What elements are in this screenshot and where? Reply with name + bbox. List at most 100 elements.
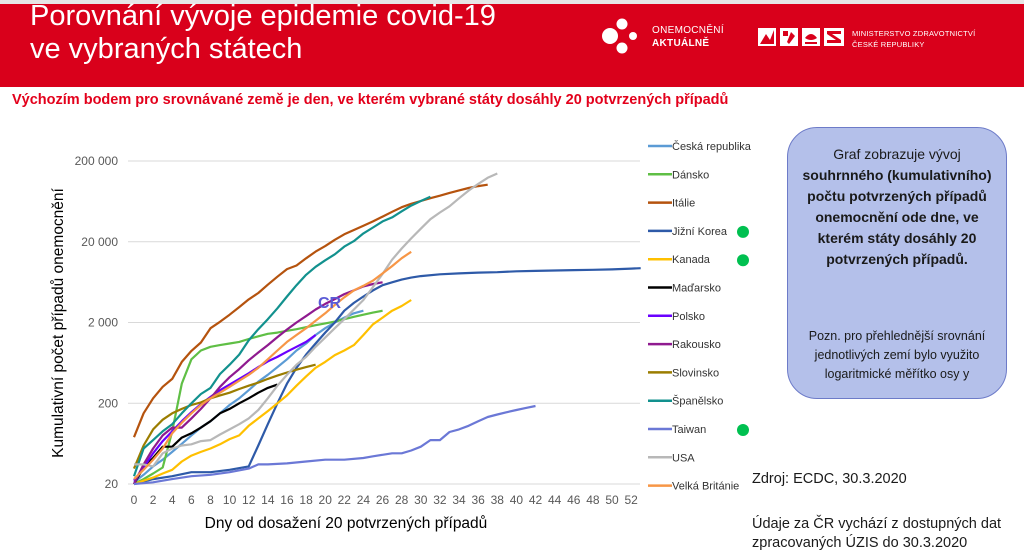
- y-tick-label: 2 000: [88, 316, 118, 330]
- x-tick-label: 20: [319, 493, 333, 507]
- legend-label: Polsko: [672, 311, 705, 323]
- legend-label: Slovinsko: [672, 367, 719, 379]
- series-line-italie: [132, 183, 488, 438]
- page-title: Porovnání vývoje epidemie covid-19 ve vy…: [30, 0, 496, 66]
- highlight-dot-marker: [737, 424, 749, 436]
- x-tick-label: 24: [357, 493, 371, 507]
- y-tick-label: 200 000: [75, 154, 119, 168]
- legend-item: Taiwan: [648, 424, 749, 436]
- x-tick-label: 22: [338, 493, 352, 507]
- cr-data-note: Údaje za ČR vychází z dostupných dat zpr…: [752, 516, 1002, 551]
- series-line-usa: [134, 172, 498, 468]
- legend-label: USA: [672, 452, 695, 464]
- series-line-kanada: [133, 299, 412, 486]
- legend-label: Česká republika: [672, 140, 752, 153]
- x-tick-label: 12: [242, 493, 256, 507]
- x-tick-label: 10: [223, 493, 237, 507]
- highlight-dot-marker: [737, 254, 749, 267]
- x-tick-label: 6: [188, 493, 195, 507]
- series-line-rakousko: [133, 281, 383, 485]
- legend-item: Velká Británie: [648, 481, 739, 493]
- legend-item: Kanada: [648, 254, 749, 267]
- title-line-1: Porovnání vývoje epidemie covid-19: [30, 0, 496, 32]
- info-note-text: Pozn. pro přehlednější srovnání jednotli…: [808, 329, 986, 381]
- legend-item: Maďarsko: [648, 283, 721, 295]
- dots-logo-icon: [602, 18, 637, 54]
- onemocneni-aktualne-logo: ONEMOCNĚNÍ AKTUÁLNĚ: [600, 18, 730, 54]
- x-tick-label: 32: [433, 493, 447, 507]
- x-tick-label: 30: [414, 493, 428, 507]
- ministry-logo: MINISTERSTVO ZDRAVOTNICTVÍ ČESKÉ REPUBLI…: [758, 26, 1018, 50]
- series-line-polsko: [133, 334, 317, 482]
- logo1-text-line-1: ONEMOCNĚNÍ: [652, 25, 724, 36]
- x-axis-title: Dny od dosažení 20 potvrzených případů: [205, 515, 488, 532]
- source-text: Zdroj: ECDC, 30.3.2020: [752, 471, 907, 487]
- logo2-text-line-1: MINISTERSTVO ZDRAVOTNICTVÍ: [852, 29, 976, 38]
- legend-item: Dánsko: [648, 169, 709, 181]
- x-tick-label: 16: [280, 493, 294, 507]
- x-tick-label: 42: [529, 493, 543, 507]
- legend-label: Jižní Korea: [672, 226, 728, 238]
- legend-item: Česká republika: [648, 140, 752, 153]
- series-line-spanelsko: [132, 195, 431, 477]
- logo2-text-line-2: ČESKÉ REPUBLIKY: [852, 40, 925, 49]
- legend-item: Polsko: [648, 311, 705, 323]
- legend-item: USA: [648, 452, 695, 464]
- legend-item: Slovinsko: [648, 367, 719, 379]
- info-box: Graf zobrazuje vývoj souhrnného (kumulat…: [787, 127, 1007, 399]
- x-tick-label: 4: [169, 493, 176, 507]
- series-lines: [132, 172, 641, 486]
- x-tick-label: 28: [395, 493, 409, 507]
- legend-label: Maďarsko: [672, 283, 721, 295]
- legend-item: Španělsko: [648, 395, 723, 408]
- x-tick-label: 36: [471, 493, 485, 507]
- legend-item: Itálie: [648, 198, 695, 210]
- x-tick-label: 52: [624, 493, 638, 507]
- x-tick-label: 50: [605, 493, 619, 507]
- legend-label: Taiwan: [672, 424, 706, 436]
- legend-label: Rakousko: [672, 339, 721, 351]
- x-tick-label: 46: [567, 493, 581, 507]
- x-tick-label: 48: [586, 493, 600, 507]
- series-line-slovinsko: [132, 363, 316, 470]
- chart-subtitle: Výchozím bodem pro srovnávané země je de…: [12, 92, 729, 108]
- x-tick-label: 40: [510, 493, 524, 507]
- series-line-ceska-republika: [133, 309, 364, 484]
- x-tick-label: 0: [131, 493, 138, 507]
- x-tick-label: 44: [548, 493, 562, 507]
- series-line-velka-britanie: [133, 250, 412, 480]
- info-main-text: Graf zobrazuje vývoj souhrnného (kumulat…: [796, 144, 998, 270]
- x-tick-label: 2: [150, 493, 157, 507]
- header-banner: Porovnání vývoje epidemie covid-19 ve vy…: [0, 0, 1024, 87]
- legend-label: Kanada: [672, 254, 711, 266]
- logo1-text-line-2: AKTUÁLNĚ: [652, 38, 710, 49]
- mzcr-emblem-icon: [758, 28, 844, 46]
- x-tick-label: 18: [299, 493, 313, 507]
- highlight-dot-marker: [737, 225, 749, 238]
- legend-label: Velká Británie: [672, 481, 739, 493]
- legend-item: Jižní Korea: [648, 225, 749, 238]
- x-tick-label: 14: [261, 493, 275, 507]
- y-axis-title: Kumulativní počet případů onemocnění: [50, 187, 67, 457]
- series-line-dansko: [133, 309, 383, 485]
- series-line-taiwan: [133, 404, 536, 486]
- y-tick-labels: 20 200 2 000 20 000 200 000: [75, 154, 119, 491]
- legend-item: Rakousko: [648, 339, 721, 351]
- info-main-part2: souhrnného (kumulativního) počtu potvrze…: [802, 167, 992, 267]
- legend-label: Španělsko: [672, 395, 723, 408]
- legend: Česká republika Dánsko Itálie Jižní Korea Ka…: [648, 140, 752, 493]
- x-tick-label: 38: [491, 493, 505, 507]
- x-tick-label: 26: [376, 493, 390, 507]
- y-tick-label: 20: [105, 477, 119, 491]
- top-strip: [0, 0, 1024, 4]
- x-tick-label: 8: [207, 493, 214, 507]
- x-tick-label: 34: [452, 493, 466, 507]
- y-tick-label: 200: [98, 396, 118, 410]
- title-line-2: ve vybraných státech: [30, 33, 303, 65]
- x-tick-labels: 0 2 4 6 8 10 12 14 16 18 20 22 24 26 28 30 32 34 36 38 40 42 4…: [131, 493, 638, 507]
- series-line-madarsko: [133, 383, 278, 485]
- legend-label: Dánsko: [672, 169, 709, 181]
- info-main-part1: Graf zobrazuje vývoj: [833, 146, 961, 162]
- cr-annotation: CR: [318, 295, 342, 312]
